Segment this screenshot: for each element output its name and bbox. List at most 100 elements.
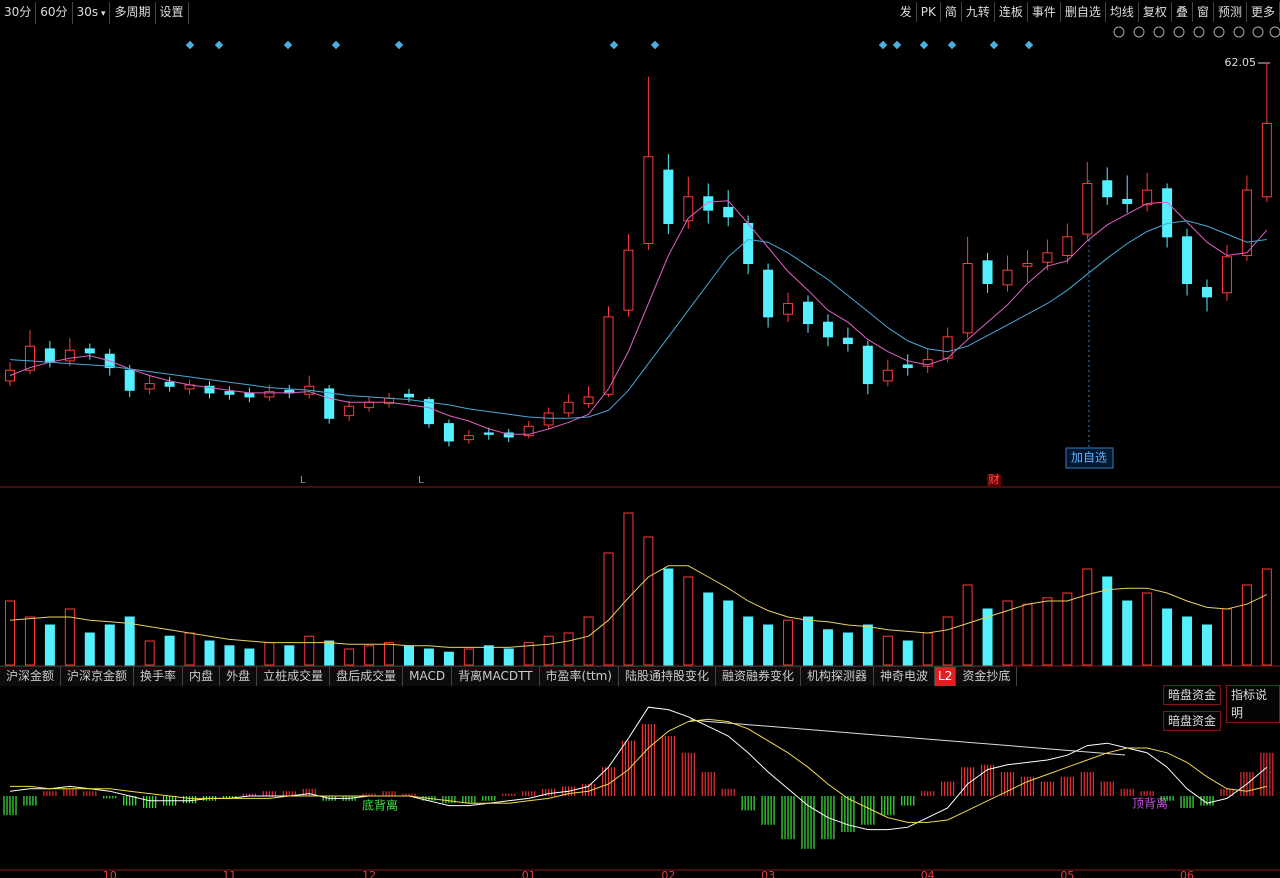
x-tick-label: 04 [921, 869, 935, 878]
volume-bar [1182, 616, 1193, 666]
indicator-line [10, 718, 1267, 823]
finance-flag [987, 474, 1001, 486]
volume-bar [5, 600, 15, 666]
volume-bar [1221, 608, 1232, 666]
toolbar-button[interactable]: PK [917, 2, 941, 22]
toolbar-button[interactable]: 事件 [1028, 2, 1061, 22]
indicator-tab[interactable]: 沪深京金额 [61, 667, 135, 686]
volume-bar [942, 616, 953, 666]
x-tick-label: 10 [103, 869, 117, 878]
volume-bar [503, 648, 514, 666]
indicator-tab[interactable]: 资金抄底 [956, 667, 1018, 686]
l-marker: L [418, 475, 424, 486]
volume-bar [803, 616, 813, 666]
indicator-tab[interactable]: 神奇电波 [874, 667, 936, 686]
volume-bar [1122, 600, 1133, 666]
indicator-tab[interactable]: L2 [935, 667, 957, 686]
volume-bar [404, 645, 414, 666]
candle-body [164, 381, 175, 387]
volume-bar [164, 635, 175, 666]
indicator-tab[interactable]: 盘后成交量 [330, 667, 404, 686]
candle-body [1082, 182, 1093, 235]
indicator-tab[interactable]: 沪深金额 [0, 667, 62, 686]
candle-body [1241, 189, 1252, 256]
volume-bar [783, 619, 794, 666]
add-watchlist-label[interactable]: 加自选 [1071, 451, 1107, 465]
indicator-tab[interactable]: MACD [403, 667, 453, 686]
candle-body [324, 388, 335, 419]
candle-body [1142, 189, 1153, 206]
candle-body [124, 369, 135, 391]
indicator-tab[interactable]: 陆股通持股变化 [619, 667, 716, 686]
candle-body [523, 425, 534, 437]
indicator-help-button[interactable]: 指标说明 [1226, 685, 1280, 723]
volume-bar [44, 624, 55, 666]
toolbar-button[interactable]: 30分 [0, 2, 37, 24]
toolbar-button[interactable]: 更多 [1247, 2, 1280, 22]
candle-body [663, 169, 674, 224]
toolbar-button[interactable]: 预测 [1214, 2, 1247, 22]
volume-bar [304, 635, 315, 666]
toolbar-button[interactable]: 连板 [995, 2, 1028, 22]
dark-pool-button[interactable]: 暗盘资金 [1163, 685, 1222, 705]
volume-bar [483, 645, 494, 666]
volume-bar [264, 642, 275, 666]
toolbar-button[interactable]: 九转 [962, 2, 995, 22]
add-watchlist-button[interactable] [1065, 447, 1114, 469]
toolbar-button[interactable]: 均线 [1106, 2, 1139, 22]
x-tick-label: 06 [1180, 869, 1194, 878]
event-markers [185, 40, 1034, 50]
volume-bar [1042, 597, 1053, 666]
candle-body [1102, 180, 1113, 198]
indicator-tab[interactable]: 外盘 [220, 667, 258, 686]
indicator-tab[interactable]: 换手率 [134, 667, 184, 686]
candle-body [84, 348, 95, 354]
toolbar-button[interactable]: 发 [896, 2, 917, 22]
volume-bar [543, 635, 554, 666]
candle-body [264, 391, 275, 398]
volume-bar [204, 640, 215, 666]
toolbar-button[interactable]: 删自选 [1061, 2, 1106, 22]
toolbar-button[interactable]: 窗 [1193, 2, 1214, 22]
candle-body [404, 393, 414, 398]
toolbar-button[interactable]: 60分 [36, 2, 73, 24]
toolbar-button[interactable]: 简 [941, 2, 962, 22]
indicator-tab[interactable]: 融资融券变化 [716, 667, 802, 686]
candle-body [563, 401, 574, 414]
dark-pool-button[interactable]: 暗盘资金 [1163, 711, 1222, 731]
candle-body [723, 206, 734, 218]
candle-body [224, 391, 235, 395]
toolbar-button[interactable]: 30s [73, 2, 111, 24]
toolbar-right: 发 PK 简九转 连板 事件 删自选 均线 复权叠窗预测 更多 [896, 2, 1280, 22]
volume-bar [1162, 608, 1173, 666]
volume-bar [1202, 624, 1212, 666]
candle-body [1202, 287, 1212, 298]
bottom-divergence-label: 底背离 [362, 798, 398, 813]
volume-bar [463, 648, 474, 666]
candle-body [1162, 188, 1173, 238]
indicator-tab[interactable]: 立桩成交量 [257, 667, 331, 686]
candle-body [783, 303, 794, 315]
candle-body [1062, 236, 1073, 256]
indicator-tab[interactable]: 市盈率(ttm) [540, 667, 619, 686]
volume-bar [763, 624, 774, 666]
volume-bar [84, 632, 95, 666]
volume-bar [1102, 576, 1113, 666]
volume-bar [882, 635, 893, 666]
candle-body [882, 369, 893, 382]
toolbar-button[interactable]: 复权 [1139, 2, 1172, 22]
indicator-tab[interactable]: 内盘 [183, 667, 221, 686]
indicator-tab[interactable]: 机构探测器 [801, 667, 875, 686]
candle-body [1261, 122, 1272, 198]
toolbar-button[interactable]: 多周期 [110, 2, 156, 24]
indicator-tab[interactable]: 背离MACDTT [452, 667, 540, 686]
x-tick-label: 05 [1060, 869, 1074, 878]
tool-icons[interactable] [1113, 26, 1280, 38]
volume-bar [723, 600, 734, 666]
toolbar-button[interactable]: 叠 [1172, 2, 1193, 22]
x-tick-label: 01 [522, 869, 536, 878]
volume-bar [24, 616, 35, 666]
candle-body [1221, 256, 1232, 294]
toolbar-button[interactable]: 设置 [156, 2, 189, 24]
